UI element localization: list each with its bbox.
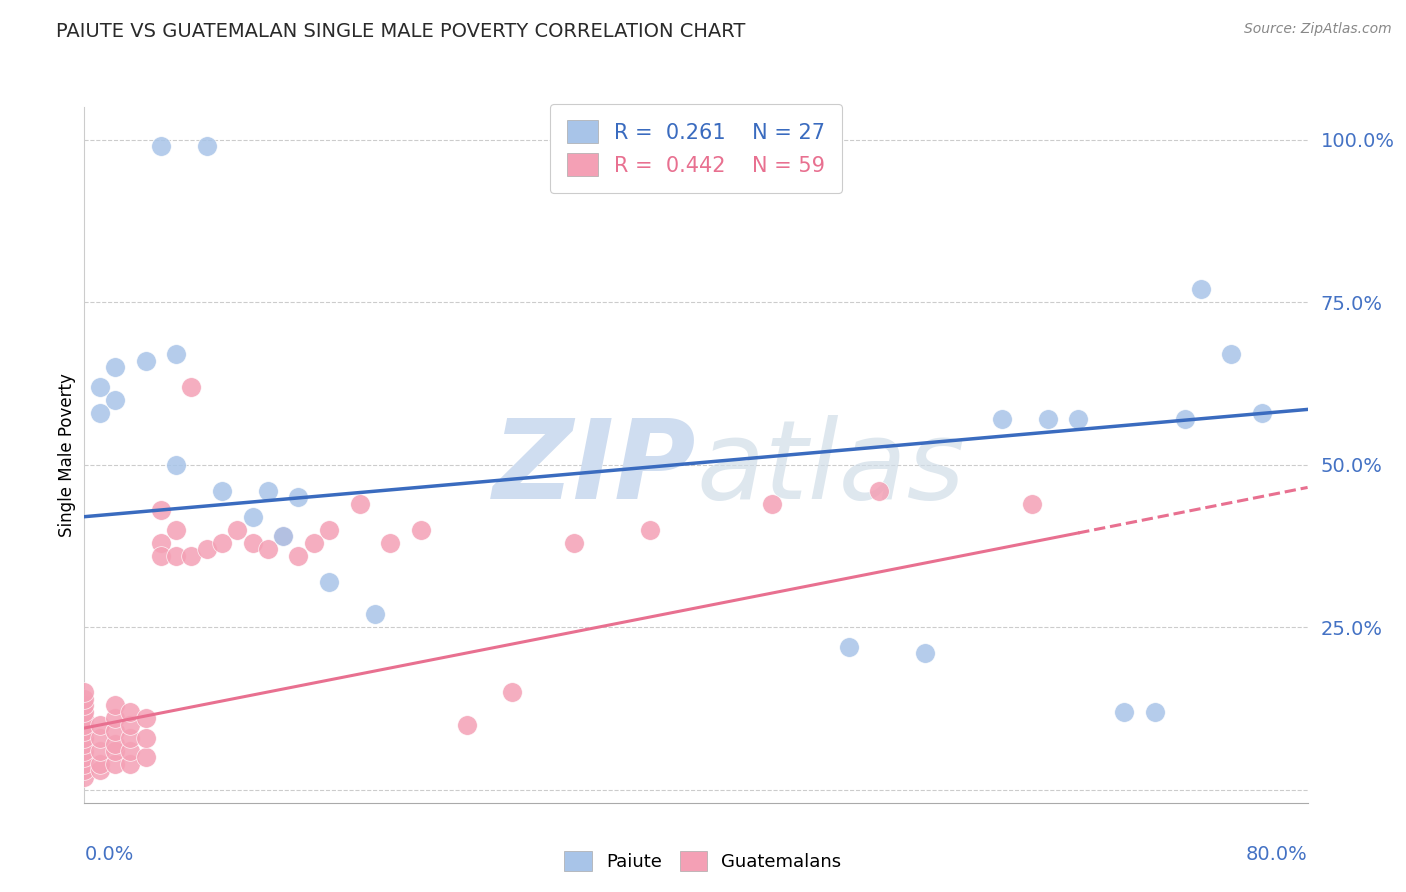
Point [1143, 705, 1166, 719]
Point [73, 744, 96, 758]
Point [135, 750, 157, 764]
Point [838, 640, 860, 654]
Point [104, 744, 127, 758]
Point [73, 764, 96, 778]
Point [104, 698, 127, 713]
Point [165, 347, 187, 361]
Point [73, 737, 96, 751]
Point [73, 731, 96, 745]
Point [302, 535, 325, 549]
Point [73, 691, 96, 706]
Text: PAIUTE VS GUATEMALAN SINGLE MALE POVERTY CORRELATION CHART: PAIUTE VS GUATEMALAN SINGLE MALE POVERTY… [56, 22, 745, 41]
Point [120, 718, 142, 732]
Point [380, 535, 402, 549]
Point [318, 574, 340, 589]
Point [287, 549, 309, 563]
Point [349, 497, 371, 511]
Point [73, 698, 96, 713]
Point [226, 523, 249, 537]
Point [287, 490, 309, 504]
Point [73, 685, 96, 699]
Point [1036, 412, 1059, 426]
Point [73, 770, 96, 784]
Point [135, 731, 157, 745]
Legend: R =  0.261    N = 27, R =  0.442    N = 59: R = 0.261 N = 27, R = 0.442 N = 59 [550, 103, 842, 193]
Point [89, 406, 111, 420]
Point [180, 549, 202, 563]
Point [562, 535, 585, 549]
Point [271, 529, 294, 543]
Point [149, 139, 172, 153]
Point [104, 724, 127, 739]
Point [409, 523, 432, 537]
Text: atlas: atlas [696, 416, 965, 523]
Point [180, 379, 202, 393]
Point [1067, 412, 1090, 426]
Point [89, 764, 111, 778]
Point [135, 353, 157, 368]
Point [104, 711, 127, 725]
Point [502, 685, 524, 699]
Point [991, 412, 1014, 426]
Point [195, 139, 218, 153]
Point [242, 535, 264, 549]
Point [89, 744, 111, 758]
Point [89, 731, 111, 745]
Point [73, 711, 96, 725]
Point [1220, 347, 1243, 361]
Point [165, 523, 187, 537]
Point [89, 718, 111, 732]
Point [73, 718, 96, 732]
Point [120, 756, 142, 771]
Point [120, 744, 142, 758]
Point [104, 360, 127, 375]
Point [104, 737, 127, 751]
Point [364, 607, 387, 622]
Point [869, 483, 891, 498]
Point [638, 523, 661, 537]
Point [149, 549, 172, 563]
Point [1174, 412, 1197, 426]
Text: ZIP: ZIP [492, 416, 696, 523]
Point [89, 379, 111, 393]
Point [1021, 497, 1043, 511]
Point [761, 497, 783, 511]
Point [211, 483, 233, 498]
Legend: Paiute, Guatemalans: Paiute, Guatemalans [557, 844, 849, 879]
Point [120, 705, 142, 719]
Text: 0.0%: 0.0% [84, 845, 134, 863]
Text: 80.0%: 80.0% [1246, 845, 1308, 863]
Y-axis label: Single Male Poverty: Single Male Poverty [58, 373, 76, 537]
Point [135, 711, 157, 725]
Point [73, 750, 96, 764]
Point [211, 535, 233, 549]
Text: Source: ZipAtlas.com: Source: ZipAtlas.com [1244, 22, 1392, 37]
Point [318, 523, 340, 537]
Point [271, 529, 294, 543]
Point [149, 503, 172, 517]
Point [242, 509, 264, 524]
Point [1250, 406, 1272, 420]
Point [1114, 705, 1136, 719]
Point [195, 542, 218, 557]
Point [165, 549, 187, 563]
Point [104, 392, 127, 407]
Point [89, 756, 111, 771]
Point [120, 731, 142, 745]
Point [73, 724, 96, 739]
Point [73, 705, 96, 719]
Point [1189, 282, 1212, 296]
Point [165, 458, 187, 472]
Point [257, 483, 280, 498]
Point [257, 542, 280, 557]
Point [104, 756, 127, 771]
Point [914, 646, 936, 660]
Point [73, 756, 96, 771]
Point [149, 535, 172, 549]
Point [456, 718, 478, 732]
